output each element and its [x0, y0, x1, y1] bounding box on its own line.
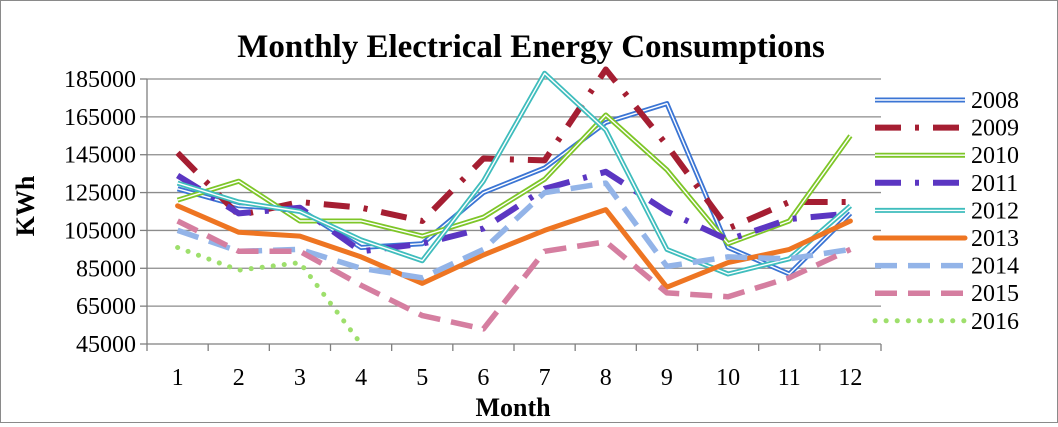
x-tick-label: 7 [539, 365, 551, 391]
x-tick-label: 8 [600, 365, 612, 391]
legend-item-2012: 2012 [875, 198, 1019, 224]
series-2011 [178, 172, 851, 252]
series-lines [178, 70, 851, 345]
series-2016 [178, 247, 362, 344]
x-axis-title: Month [475, 393, 551, 422]
legend-item-2011: 2011 [875, 171, 1018, 197]
series-line-2011 [178, 172, 851, 252]
legend-item-2015: 2015 [875, 281, 1019, 307]
y-tick-label: 65000 [76, 294, 136, 320]
x-tick-label: 12 [838, 365, 862, 391]
legend-item-2013: 2013 [875, 226, 1019, 252]
legend-item-2016: 2016 [875, 309, 1019, 335]
legend-item-2010: 2010 [875, 143, 1019, 169]
y-tick-label: 45000 [76, 332, 136, 358]
x-tick-label: 9 [661, 365, 673, 391]
legend-label: 2009 [971, 116, 1019, 142]
legend-item-2008: 2008 [875, 88, 1019, 114]
legend-label: 2010 [971, 143, 1019, 169]
y-tick-label: 105000 [64, 218, 136, 244]
legend-label: 2011 [971, 171, 1018, 197]
x-tick-label: 5 [416, 365, 428, 391]
y-tick-label: 145000 [64, 143, 136, 169]
x-tick-label: 4 [355, 365, 367, 391]
x-tick-label: 3 [294, 365, 306, 391]
y-tick-label: 125000 [64, 181, 136, 207]
y-tick-label: 165000 [64, 105, 136, 131]
legend-item-2009: 2009 [875, 116, 1019, 142]
legend-label: 2016 [971, 309, 1019, 335]
legend-label: 2014 [971, 254, 1019, 280]
x-tick-label: 11 [778, 365, 801, 391]
legend-label: 2008 [971, 88, 1019, 114]
legend-item-2014: 2014 [875, 254, 1019, 280]
legend-label: 2013 [971, 226, 1019, 252]
legend-label: 2012 [971, 198, 1019, 224]
series-line-2016 [178, 248, 362, 345]
y-axis-title: KWh [11, 175, 40, 236]
y-tick-labels: 185000 165000 145000 125000 105000 85000 65000… [64, 67, 136, 358]
x-tick-label: 10 [716, 365, 740, 391]
y-tick-label: 85000 [76, 256, 136, 282]
chart-title: Monthly Electrical Energy Consumptions [237, 29, 825, 65]
x-tick-label: 2 [233, 365, 245, 391]
x-tick-label: 1 [172, 365, 184, 391]
y-tick-label: 185000 [64, 67, 136, 93]
x-tick-label: 6 [477, 365, 489, 391]
legend-label: 2015 [971, 281, 1019, 307]
